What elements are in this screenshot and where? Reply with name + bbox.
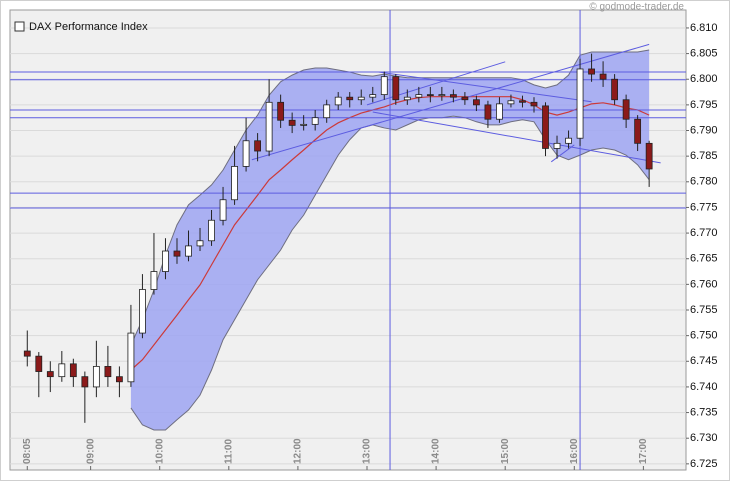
candle-body: [254, 140, 261, 152]
candle-body: [127, 332, 135, 383]
legend-box: [14, 21, 25, 32]
y-tick-label: 6.765: [690, 253, 718, 265]
candle-body: [507, 100, 515, 105]
candle-body: [265, 101, 273, 152]
candle-body: [334, 96, 342, 106]
candle-body: [81, 376, 89, 388]
candle-body: [588, 68, 595, 75]
candle-body: [519, 100, 526, 103]
x-tick-label: 08:05: [22, 438, 33, 464]
candle-body: [392, 76, 400, 101]
candle-body: [473, 99, 480, 106]
candle-body: [139, 289, 146, 334]
y-tick-label: 6.730: [690, 432, 718, 444]
candle-body: [380, 76, 388, 96]
candle-body: [162, 250, 169, 272]
candle-body: [323, 104, 331, 119]
trend-line: [550, 144, 575, 163]
candle-body: [185, 245, 192, 257]
x-tick-label: 13:00: [362, 438, 373, 464]
x-tick-label: 11:00: [223, 439, 234, 464]
y-tick-label: 6.805: [690, 47, 718, 59]
y-tick-label: 6.745: [690, 355, 718, 367]
trend-line: [251, 43, 650, 161]
y-tick-label: 6.755: [690, 304, 718, 316]
x-tick-label: 16:00: [569, 438, 580, 464]
trend-line: [372, 111, 661, 164]
candle-body: [634, 118, 642, 144]
y-tick-label: 6.725: [690, 458, 718, 470]
candle-body: [622, 99, 630, 120]
y-tick-label: 6.790: [690, 124, 718, 136]
x-tick-label: 14:00: [431, 438, 442, 464]
y-tick-label: 6.780: [690, 176, 718, 188]
x-tick-label: 17:00: [638, 438, 649, 464]
y-tick-label: 6.760: [690, 278, 718, 290]
candle-body: [565, 137, 572, 144]
candle-body: [369, 94, 377, 98]
candle-body: [403, 96, 411, 101]
candle-body: [173, 250, 181, 257]
candle-body: [426, 94, 434, 97]
x-tick-label: 10:00: [154, 438, 165, 464]
candle-body: [484, 104, 492, 120]
candle-body: [611, 78, 618, 101]
trend-line: [378, 71, 592, 103]
x-tick-label: 12:00: [293, 438, 304, 464]
y-tick-label: 6.770: [690, 227, 718, 239]
candle-body: [461, 96, 469, 101]
candle-body: [496, 103, 503, 120]
candle-body: [231, 166, 238, 201]
y-tick-label: 6.775: [690, 201, 718, 213]
candle-body: [346, 96, 354, 101]
candle-body: [277, 101, 285, 121]
y-tick-label: 6.810: [690, 22, 718, 34]
y-tick-label: 6.750: [690, 330, 718, 342]
candle-body: [300, 123, 308, 126]
watermark: © godmode-trader.de: [589, 2, 684, 13]
candle-body: [553, 142, 561, 149]
candle-body: [58, 363, 66, 378]
candle-body: [69, 363, 77, 378]
candle-body: [104, 366, 112, 378]
candle-body: [576, 68, 584, 139]
candle-body: [150, 271, 158, 290]
candle-body: [645, 142, 653, 170]
candle-body: [449, 94, 457, 98]
x-tick-label: 09:00: [85, 438, 96, 464]
candle-body: [530, 101, 538, 107]
candle-body: [438, 94, 446, 97]
candle-body: [311, 117, 319, 125]
candle-body: [196, 240, 204, 247]
y-tick-label: 6.785: [690, 150, 718, 162]
trend-line: [366, 61, 506, 106]
candle-body: [357, 96, 365, 101]
plot-layer: [10, 10, 686, 470]
candle-body: [542, 105, 549, 149]
candle-body: [219, 199, 227, 221]
chart-title: DAX Performance Index: [29, 21, 148, 33]
y-tick-label: 6.740: [690, 381, 718, 393]
candle-body: [242, 140, 250, 167]
candle-body: [415, 94, 423, 98]
y-tick-label: 6.735: [690, 406, 718, 418]
y-tick-label: 6.800: [690, 73, 718, 85]
candle-body: [116, 376, 123, 383]
candle-body: [46, 371, 54, 378]
candle-body: [288, 119, 296, 126]
x-tick-label: 15:00: [500, 438, 511, 464]
candle-body: [92, 366, 100, 388]
y-tick-label: 6.795: [690, 99, 718, 111]
candle-body: [599, 73, 607, 80]
candle-body: [35, 355, 43, 372]
candle-body: [208, 219, 215, 242]
candle-body: [23, 350, 31, 357]
